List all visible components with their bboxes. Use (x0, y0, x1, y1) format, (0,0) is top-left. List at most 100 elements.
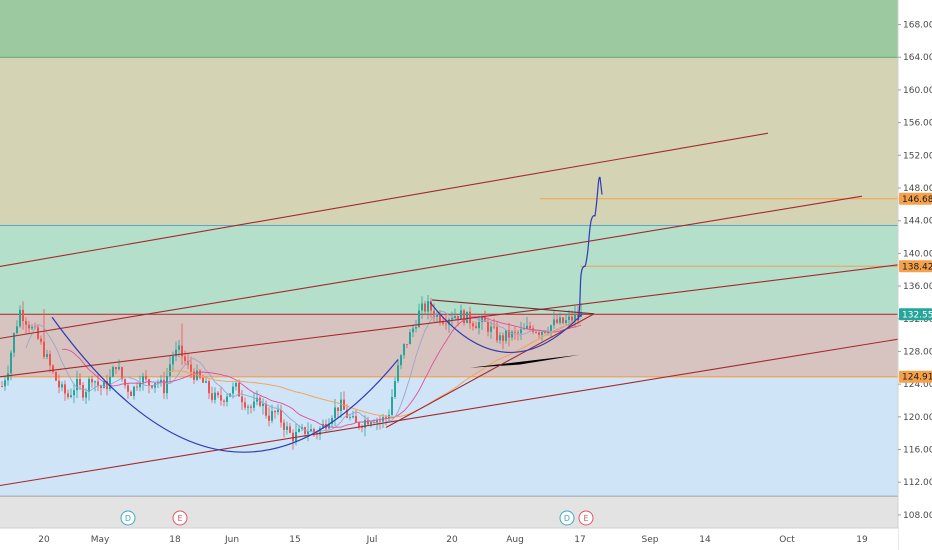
candle-body (292, 432, 294, 442)
candle-body (172, 356, 174, 365)
trend-line-1 (0, 195, 863, 339)
candle-body (1, 386, 3, 387)
candle-body (55, 371, 57, 381)
zone-0 (0, 0, 898, 58)
time-tick-label: 17 (574, 535, 585, 545)
zone-5 (0, 496, 898, 528)
time-tick-label: 14 (699, 535, 711, 545)
candle-body (205, 381, 207, 383)
candle-body (175, 349, 177, 357)
price-label-text: 132.55 (902, 310, 932, 320)
candle-body (403, 344, 405, 356)
time-tick-label: May (91, 535, 110, 545)
candle-body (43, 341, 45, 357)
candle-body (361, 426, 363, 428)
candle-body (232, 386, 234, 394)
candle-body (94, 381, 96, 383)
price-axis[interactable]: 168.00 164.00 160.00 156.00 152.00 148.00 144.… (897, 0, 932, 550)
candle-body (577, 313, 579, 318)
time-tick-label: 20 (446, 535, 458, 545)
candle-body (199, 370, 201, 378)
candle-body (97, 381, 99, 386)
candle-body (220, 395, 222, 401)
candle-body (310, 429, 312, 432)
candle-body (415, 327, 417, 329)
moving-average-0 (25, 310, 582, 433)
candle-body (376, 420, 378, 423)
candle-body (529, 325, 531, 329)
candle-body (433, 310, 435, 317)
candle-body (544, 332, 546, 333)
candle-body (133, 386, 135, 397)
candle-body (286, 426, 288, 430)
candle-body (274, 411, 276, 413)
price-tick-label: 144.00 (903, 217, 932, 227)
candle-body (37, 327, 39, 339)
candle-body (559, 317, 561, 323)
candle-body (439, 314, 441, 323)
time-axis[interactable]: 20 May 18 Jun 15 Jul 20 Aug 17 Sep 14 Oct 19 (0, 527, 898, 550)
candle-body (571, 316, 573, 321)
moving-average-2 (166, 323, 582, 418)
candle-body (367, 419, 369, 425)
candle-body (190, 364, 192, 372)
candle-body (346, 409, 348, 418)
candle-body (115, 367, 117, 370)
candle-body (556, 319, 558, 323)
candle-body (184, 356, 186, 361)
candle-body (427, 301, 429, 312)
candle-body (337, 407, 339, 411)
candle-body (394, 381, 396, 397)
time-tick-label: Jul (366, 535, 378, 545)
candle-body (79, 379, 81, 386)
candle-body (553, 319, 555, 326)
candle-body (295, 431, 297, 442)
candle-body (31, 326, 33, 329)
candle-body (448, 319, 450, 325)
candle-body (574, 313, 576, 321)
candle-body (562, 317, 564, 324)
candle-body (391, 396, 393, 415)
candle-body (538, 332, 540, 335)
candle-body (502, 335, 504, 341)
candle-body (445, 323, 447, 325)
candle-body (532, 328, 534, 333)
price-label-bg (899, 260, 932, 273)
candle-body (478, 322, 480, 329)
price-tick-label: 108.00 (903, 511, 932, 521)
candle-body (208, 381, 210, 394)
candle-body (541, 332, 543, 335)
candle-body (517, 332, 519, 334)
candle-body (127, 385, 129, 392)
candle-body (118, 367, 120, 370)
candle-body (100, 385, 102, 389)
candle-body (166, 375, 168, 394)
price-tick-label: 112.00 (903, 478, 932, 488)
price-label-bg (899, 308, 932, 321)
price-tick-label: 152.00 (903, 151, 932, 161)
candle-body (91, 379, 93, 383)
candle-body (25, 321, 27, 325)
candle-body (46, 354, 48, 357)
candle-body (139, 382, 141, 388)
candle-body (526, 325, 528, 329)
candle-body (52, 365, 54, 372)
candle-body (565, 320, 567, 324)
event-marker-label: D (564, 514, 570, 523)
candle-body (349, 417, 351, 418)
moving-averages (25, 310, 582, 433)
candle-body (328, 423, 330, 429)
candle-body (130, 391, 132, 397)
candle-body (34, 326, 36, 328)
candle-body (436, 314, 438, 317)
candles (1, 294, 582, 450)
event-marker-circle (172, 510, 188, 526)
price-tick-label: 164.00 (903, 53, 932, 63)
price-tick-label: 136.00 (903, 282, 932, 292)
candle-body (454, 316, 456, 319)
candle-body (268, 415, 270, 421)
time-tick-label: Jun (224, 535, 239, 545)
candle-body (358, 422, 360, 427)
